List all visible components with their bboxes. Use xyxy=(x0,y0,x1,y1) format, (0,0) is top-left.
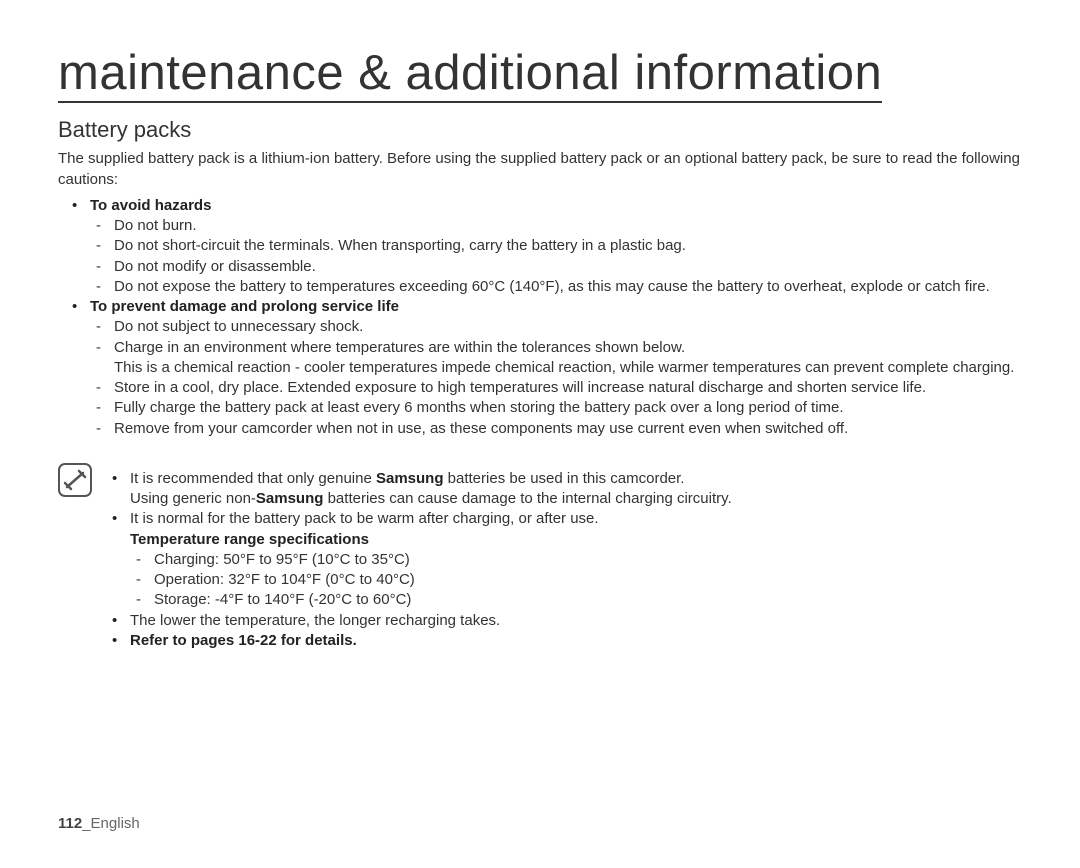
note-lower: The lower the temperature, the longer re… xyxy=(110,611,1022,631)
note-warm: It is normal for the battery pack to be … xyxy=(110,509,1022,610)
text: Using generic non- xyxy=(130,490,256,507)
intro-text: The supplied battery pack is a lithium-i… xyxy=(58,149,1022,190)
footer-lang: English xyxy=(91,815,140,832)
page-title: maintenance & additional information xyxy=(58,48,882,103)
list-item: Fully charge the battery pack at least e… xyxy=(90,398,1022,418)
footer-sep: _ xyxy=(82,815,90,832)
list-item: Charge in an environment where temperatu… xyxy=(90,338,1022,379)
list-item: Do not expose the battery to temperature… xyxy=(90,277,1022,297)
hazards-group: To avoid hazards Do not burn. Do not sho… xyxy=(58,196,1022,297)
list-item: Operation: 32°F to 104°F (0°C to 40°C) xyxy=(130,570,1022,590)
text: batteries can cause damage to the intern… xyxy=(323,490,731,507)
hazards-heading: To avoid hazards xyxy=(90,197,211,214)
list-item: Do not burn. xyxy=(90,216,1022,236)
page-footer: 112_English xyxy=(58,815,140,832)
list-item: Charging: 50°F to 95°F (10°C to 35°C) xyxy=(130,550,1022,570)
list-item: Do not short-circuit the terminals. When… xyxy=(90,236,1022,256)
prevent-group: To prevent damage and prolong service li… xyxy=(58,297,1022,439)
list-item: Do not subject to unnecessary shock. xyxy=(90,317,1022,337)
page-number: 112 xyxy=(58,815,82,832)
prevent-heading: To prevent damage and prolong service li… xyxy=(90,298,399,315)
text: It is recommended that only genuine xyxy=(130,470,376,487)
hazards-list: Do not burn. Do not short-circuit the te… xyxy=(90,216,1022,297)
note-icon xyxy=(58,463,92,497)
text: It is normal for the battery pack to be … xyxy=(130,510,599,527)
list-item: Storage: -4°F to 140°F (-20°C to 60°C) xyxy=(130,590,1022,610)
temp-list: Charging: 50°F to 95°F (10°C to 35°C) Op… xyxy=(130,550,1022,611)
note-refer: Refer to pages 16-22 for details. xyxy=(110,631,1022,651)
list-item: Store in a cool, dry place. Extended exp… xyxy=(90,378,1022,398)
note-block: It is recommended that only genuine Sams… xyxy=(58,463,1022,651)
list-item: Do not modify or disassemble. xyxy=(90,257,1022,277)
section-heading: Battery packs xyxy=(58,117,1022,143)
text: batteries be used in this camcorder. xyxy=(444,470,685,487)
refer-text: Refer to pages 16-22 for details. xyxy=(130,632,357,649)
brand: Samsung xyxy=(256,490,324,507)
list-item: Remove from your camcorder when not in u… xyxy=(90,419,1022,439)
prevent-list: Do not subject to unnecessary shock. Cha… xyxy=(90,317,1022,439)
battery-section: Battery packs The supplied battery pack … xyxy=(58,117,1022,651)
note-recommend: It is recommended that only genuine Sams… xyxy=(110,469,1022,510)
brand: Samsung xyxy=(376,470,444,487)
temp-heading: Temperature range specifications xyxy=(130,531,369,548)
